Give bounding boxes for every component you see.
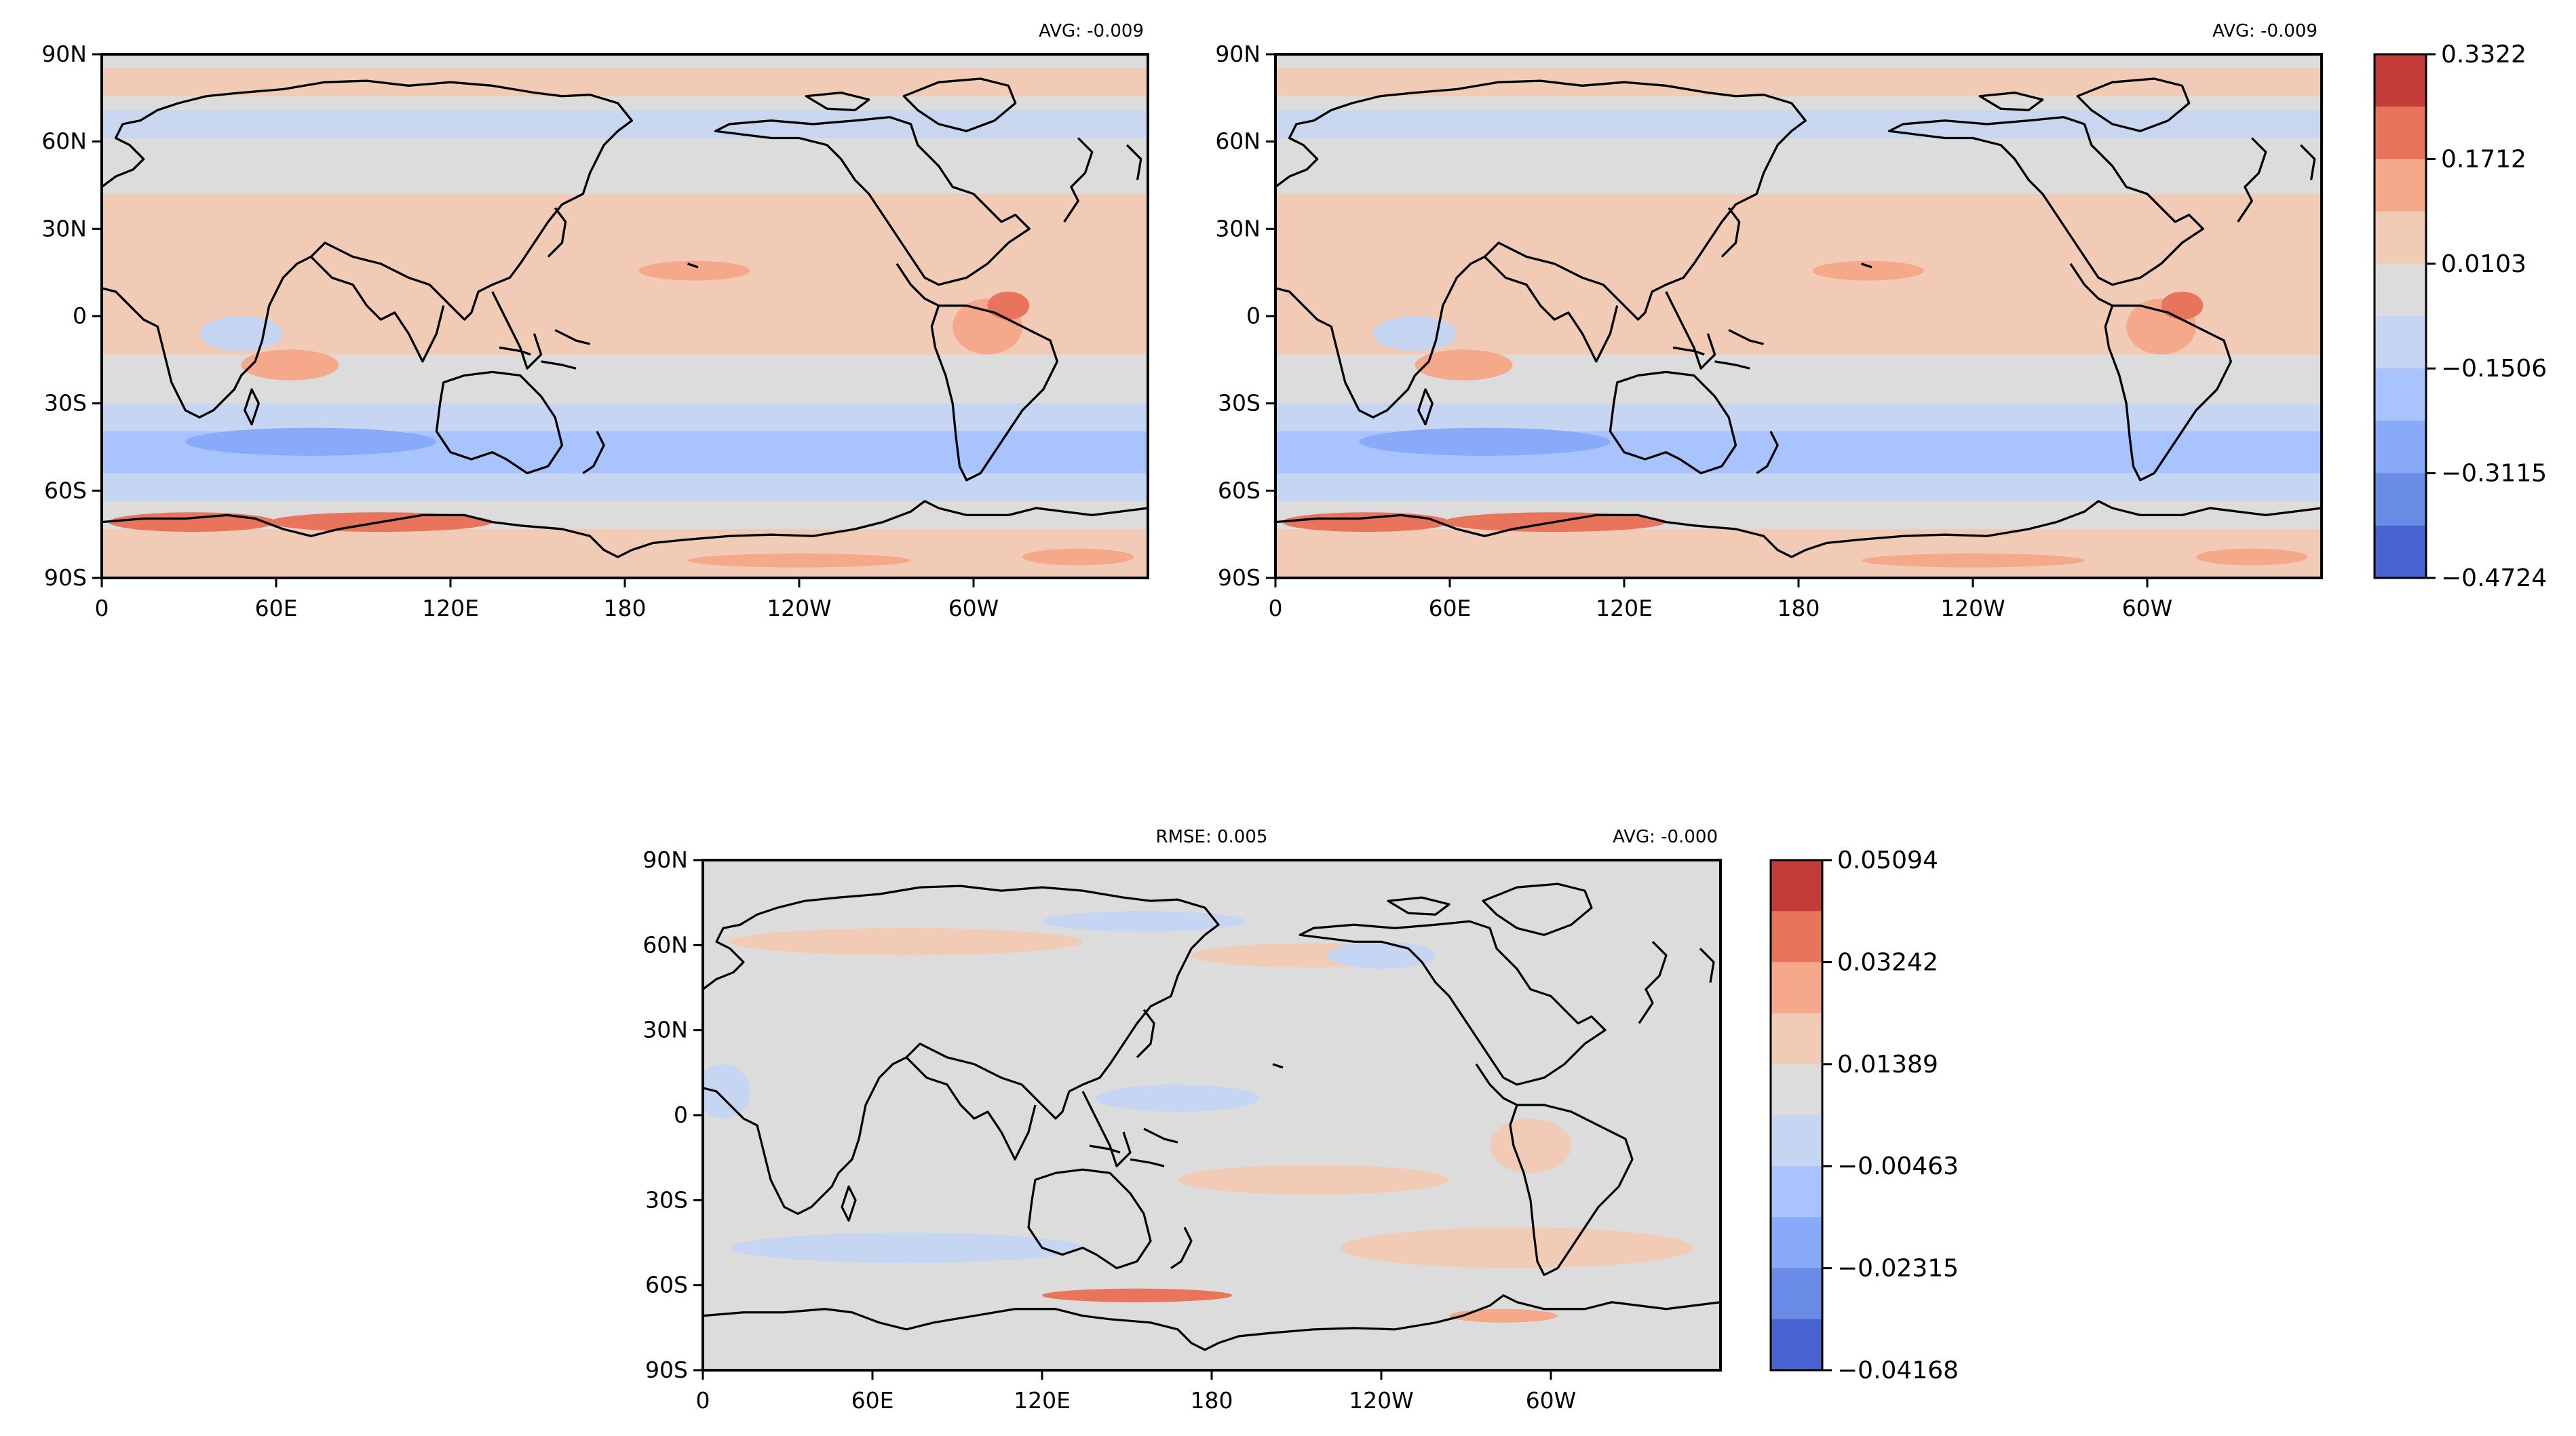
y-tick-label: 90N	[642, 847, 688, 873]
colorbar-segment	[2375, 106, 2426, 159]
avg-label: AVG: -0.000	[1613, 827, 1718, 847]
x-axis: 0 60E 120E 180 120W 60W	[696, 1370, 1577, 1414]
y-tick-label: 0	[73, 303, 87, 329]
colorbar-tick-label: −0.00463	[1837, 1152, 1959, 1180]
map-field	[1275, 54, 2322, 578]
colorbar-tick-label: −0.04168	[1837, 1357, 1959, 1384]
x-tick-label: 60E	[851, 1387, 894, 1414]
colorbar-segment	[1771, 911, 1822, 963]
y-tick-label: 90S	[645, 1357, 688, 1383]
x-tick-label: 180	[1777, 595, 1820, 621]
colorbar-bottom: 0.05094 0.03242 0.01389 −0.00463 −0.02315 −0.…	[1769, 847, 1959, 1384]
x-tick-label: 0	[95, 595, 109, 621]
colorbar-segment	[1771, 1166, 1822, 1218]
y-tick-label: 90S	[1218, 564, 1261, 591]
colorbar-tick-label: 0.03242	[1837, 948, 1938, 976]
x-tick-label: 180	[1191, 1387, 1233, 1414]
x-tick-label: 60E	[255, 595, 298, 621]
colorbar-tick-label: −0.4724	[2441, 564, 2547, 592]
map-field	[703, 860, 1720, 1370]
y-tick-label: 90N	[41, 41, 87, 67]
x-axis: 0 60E 120E 180 120W 60W	[1269, 578, 2173, 621]
colorbar-segment	[2375, 473, 2426, 526]
x-tick-label: 0	[696, 1387, 710, 1414]
colorbar-segment	[1771, 1319, 1822, 1371]
colorbar-segment	[2375, 421, 2426, 474]
colorbar-tick-label: −0.1506	[2441, 355, 2547, 383]
x-tick-label: 60W	[948, 595, 999, 621]
map-panel-top-left: AVG: -0.009 90N 60N 30N 0 30S 60S 90S 0 60E 120E…	[41, 21, 1149, 621]
x-tick-label: 120W	[767, 595, 832, 621]
colorbar-tick-label: 0.01389	[1837, 1051, 1938, 1079]
x-axis: 0 60E 120E 180 120W 60W	[95, 578, 999, 621]
x-tick-label: 60W	[1526, 1387, 1577, 1414]
colorbar-segment	[2375, 316, 2426, 369]
y-tick-label: 30S	[645, 1186, 688, 1213]
colorbar-tick-label: −0.02315	[1837, 1255, 1959, 1283]
colorbar-segment	[2375, 54, 2426, 107]
colorbar-frame	[1769, 859, 1824, 1372]
x-tick-label: 120E	[422, 595, 479, 621]
x-tick-label: 120W	[1349, 1387, 1414, 1414]
colorbar-segment	[1771, 1115, 1822, 1167]
colorbar-segment	[2375, 159, 2426, 212]
colorbar-segment	[1771, 1064, 1822, 1116]
y-tick-label: 0	[674, 1102, 688, 1128]
y-tick-label: 30N	[1215, 215, 1261, 241]
x-tick-label: 60E	[1429, 595, 1472, 621]
colorbar-top: 0.3322 0.1712 0.0103 −0.1506 −0.3115 −0.4724	[2373, 41, 2547, 592]
x-tick-label: 60W	[2122, 595, 2173, 621]
colorbar-tick-label: 0.1712	[2441, 145, 2526, 173]
avg-label: AVG: -0.009	[2212, 21, 2318, 41]
colorbar-segment	[1771, 1013, 1822, 1065]
x-tick-label: 120W	[1940, 595, 2005, 621]
colorbar-segment	[2375, 211, 2426, 265]
colorbar-segment	[1771, 962, 1822, 1014]
x-tick-label: 0	[1269, 595, 1283, 621]
map-panel-bottom: RMSE: 0.005 AVG: -0.000 90N 60N 30N 0 30S 60S…	[642, 827, 1722, 1414]
y-tick-label: 60N	[642, 931, 688, 958]
y-axis: 90N 60N 30N 0 30S 60S 90S	[1215, 41, 1275, 591]
colorbar-tick-label: 0.0103	[2441, 250, 2526, 278]
colorbar-segment	[2375, 525, 2426, 579]
colorbar-tick-label: 0.3322	[2441, 41, 2526, 69]
colorbar-frame	[2373, 53, 2427, 579]
y-tick-label: 90N	[1215, 41, 1261, 67]
colorbar-tick-label: −0.3115	[2441, 460, 2547, 488]
colorbar-segment	[1771, 1217, 1822, 1269]
colorbar-segment	[2375, 368, 2426, 421]
rmse-label: RMSE: 0.005	[1156, 827, 1268, 847]
colorbar-segment	[1771, 860, 1822, 912]
x-tick-label: 120E	[1014, 1387, 1071, 1414]
y-axis: 90N 60N 30N 0 30S 60S 90S	[41, 41, 102, 591]
y-tick-label: 30S	[1218, 390, 1261, 416]
map-panel-top-right: AVG: -0.009 90N 60N 30N 0 30S 60S 90S 0 60E 120E…	[1215, 21, 2323, 621]
y-tick-label: 60N	[1215, 128, 1261, 155]
y-tick-label: 60S	[1218, 477, 1261, 503]
y-tick-label: 90S	[44, 564, 87, 591]
y-tick-label: 60N	[41, 128, 87, 155]
y-tick-label: 30S	[44, 390, 87, 416]
x-tick-label: 180	[604, 595, 647, 621]
colorbar-segment	[2375, 263, 2426, 317]
map-field	[102, 54, 1148, 578]
y-tick-label: 0	[1246, 303, 1261, 329]
y-tick-label: 30N	[41, 215, 87, 241]
y-tick-label: 60S	[44, 477, 87, 503]
colorbar-tick-label: 0.05094	[1837, 847, 1938, 874]
x-tick-label: 120E	[1596, 595, 1653, 621]
y-tick-label: 30N	[642, 1017, 688, 1043]
y-axis: 90N 60N 30N 0 30S 60S 90S	[642, 847, 703, 1383]
avg-label: AVG: -0.009	[1039, 21, 1144, 41]
colorbar-segment	[1771, 1268, 1822, 1320]
y-tick-label: 60S	[645, 1272, 688, 1298]
